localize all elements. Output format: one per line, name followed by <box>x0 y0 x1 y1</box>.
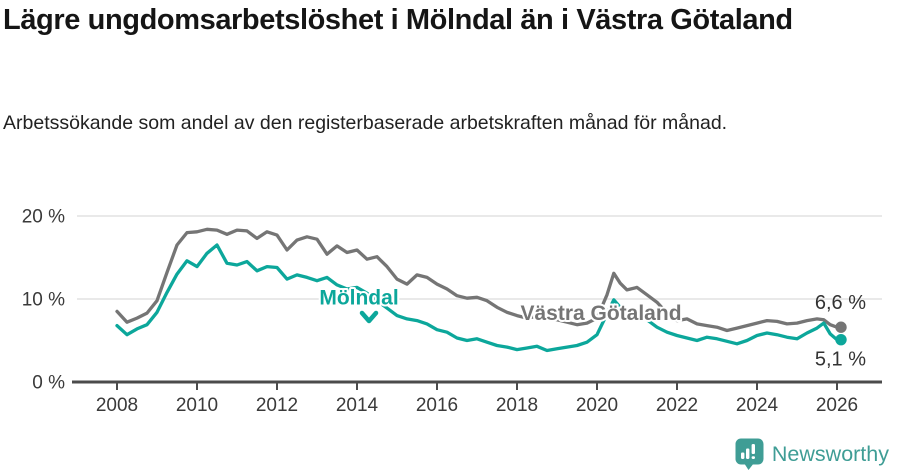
newsworthy-logo[interactable]: Newsworthy <box>735 438 889 470</box>
series-end-value-label: 5,1 % <box>815 349 866 371</box>
x-tick-label: 2016 <box>416 395 458 416</box>
chart-subtitle: Arbetssökande som andel av den registerb… <box>3 112 728 134</box>
series-line <box>115 227 839 333</box>
series-end-dot <box>835 321 847 333</box>
bar-chart-speech-bubble-icon <box>735 438 764 470</box>
series-name-label: Västra Götaland <box>520 302 681 325</box>
y-tick-label: 10 % <box>22 290 65 311</box>
x-tick-label: 2022 <box>656 395 698 416</box>
down-arrow-icon <box>359 310 379 324</box>
x-tick-label: 2012 <box>256 395 298 416</box>
x-tick-label: 2010 <box>176 395 218 416</box>
x-tick-label: 2014 <box>336 395 379 416</box>
y-tick-label: 0 % <box>32 373 65 394</box>
series-line <box>115 243 839 353</box>
line-chart: 0 % 10 % 20 % 2008 2010 2012 2014 2016 2018 2020 2… <box>22 207 882 416</box>
newsworthy-wordmark: Newsworthy <box>771 441 889 466</box>
x-tick-label: 2008 <box>96 395 138 416</box>
x-tick-label: 2020 <box>576 395 618 416</box>
series-name-label: Mölndal <box>319 286 398 309</box>
series-end-dot <box>835 333 847 346</box>
x-tick-label: 2026 <box>816 395 858 416</box>
x-tick-label: 2018 <box>496 395 538 416</box>
chart-title: Lägre ungdomsarbetslöshet i Mölndal än i… <box>3 4 793 36</box>
series-end-value-label: 6,6 % <box>815 292 866 314</box>
x-tick-label: 2024 <box>736 395 779 416</box>
y-tick-label: 20 % <box>22 207 65 228</box>
